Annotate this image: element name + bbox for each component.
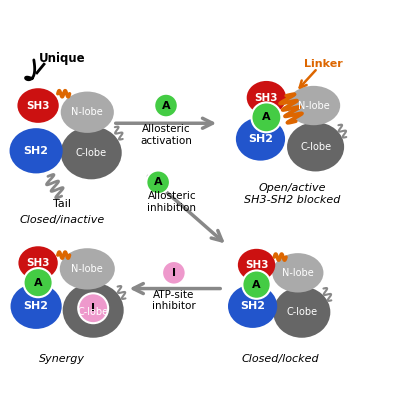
Text: C-lobe: C-lobe — [300, 142, 331, 152]
Text: Open/active
SH3-SH2 blocked: Open/active SH3-SH2 blocked — [244, 183, 340, 205]
Text: A: A — [34, 278, 42, 288]
Text: SH2: SH2 — [248, 134, 273, 144]
Text: SH2: SH2 — [24, 301, 49, 311]
Ellipse shape — [61, 126, 122, 179]
Text: Allosteric
activation: Allosteric activation — [140, 124, 192, 146]
Text: I: I — [91, 303, 95, 313]
Text: Allosteric
inhibition: Allosteric inhibition — [147, 191, 196, 213]
Text: N-lobe: N-lobe — [71, 264, 103, 274]
Text: SH2: SH2 — [24, 146, 49, 156]
Text: Linker: Linker — [304, 59, 343, 69]
Text: Closed/inactive: Closed/inactive — [19, 215, 104, 225]
Text: SH3: SH3 — [26, 100, 50, 110]
Text: ATP-site
inhibitor: ATP-site inhibitor — [152, 290, 196, 311]
Text: SH3: SH3 — [245, 260, 268, 270]
Ellipse shape — [238, 249, 275, 281]
Text: C-lobe: C-lobe — [286, 307, 317, 317]
Ellipse shape — [11, 284, 62, 329]
Ellipse shape — [19, 246, 58, 280]
Circle shape — [24, 268, 53, 297]
Ellipse shape — [273, 286, 330, 338]
Text: C-lobe: C-lobe — [76, 148, 107, 158]
Circle shape — [162, 261, 186, 285]
Ellipse shape — [63, 283, 124, 338]
Text: SH2: SH2 — [240, 301, 265, 311]
Circle shape — [78, 293, 108, 323]
Text: A: A — [252, 280, 261, 290]
Text: N-lobe: N-lobe — [298, 100, 329, 110]
Text: I: I — [172, 268, 176, 278]
Text: N-lobe: N-lobe — [282, 268, 314, 278]
Ellipse shape — [247, 81, 286, 114]
Text: Tail: Tail — [53, 199, 71, 209]
Text: C-lobe: C-lobe — [78, 307, 109, 317]
Ellipse shape — [272, 253, 324, 292]
Text: A: A — [162, 100, 170, 110]
Text: Synergy: Synergy — [39, 354, 85, 364]
Circle shape — [252, 102, 281, 132]
Circle shape — [146, 170, 170, 194]
Circle shape — [243, 270, 271, 299]
Text: SH3: SH3 — [255, 93, 278, 103]
Ellipse shape — [287, 86, 340, 125]
Ellipse shape — [60, 248, 115, 290]
Circle shape — [154, 94, 178, 117]
Text: N-lobe: N-lobe — [71, 107, 103, 117]
Ellipse shape — [287, 122, 344, 172]
Text: Closed/locked: Closed/locked — [241, 354, 319, 364]
Text: A: A — [262, 112, 271, 122]
Ellipse shape — [17, 88, 59, 123]
Text: SH3: SH3 — [26, 258, 50, 268]
Ellipse shape — [61, 92, 114, 133]
Ellipse shape — [236, 117, 285, 161]
Text: Unique: Unique — [38, 52, 85, 65]
Ellipse shape — [9, 128, 63, 174]
Text: A: A — [154, 177, 162, 187]
Ellipse shape — [228, 285, 277, 328]
